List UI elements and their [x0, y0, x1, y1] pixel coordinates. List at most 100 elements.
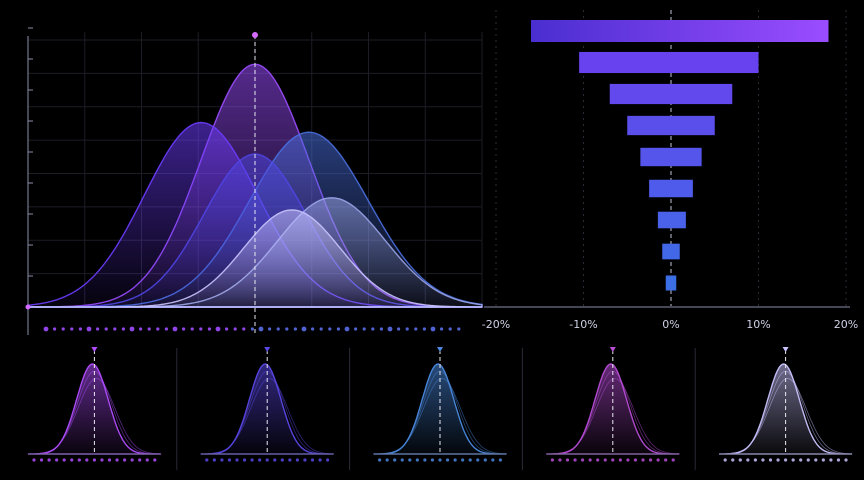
scale-dot [61, 327, 65, 331]
mini-scale-dot [836, 458, 841, 462]
mini-curve [546, 377, 680, 455]
mini-scale-dot [648, 458, 653, 462]
scale-dot [215, 326, 221, 332]
scale-dot [319, 327, 323, 331]
mini-scale-dot [32, 458, 36, 462]
mini-scale-dot [558, 458, 562, 462]
mini-scale-dot [123, 458, 127, 462]
scale-dot [250, 327, 254, 331]
scale-dot [182, 327, 186, 331]
mini-scale-dot [664, 458, 668, 462]
mini-scale-dot [130, 458, 134, 462]
mini-scale-dot [235, 458, 239, 462]
scale-dot [96, 327, 100, 331]
mini-scale-dot [491, 458, 495, 462]
scale-dot [276, 327, 280, 331]
scale-dot [397, 327, 401, 331]
mini-scale-dot [438, 458, 442, 462]
mini-scale-dot [47, 458, 51, 462]
mini-scale-dot [242, 458, 247, 462]
mini-scale-dot [784, 458, 788, 462]
mini-scale-dot [280, 458, 284, 462]
funnel-bar-5 [640, 147, 702, 167]
scale-dot [379, 327, 383, 331]
scale-dot [405, 327, 409, 331]
scale-dot [113, 327, 117, 331]
mini-scale-dot [220, 458, 224, 462]
mini-marker [782, 347, 789, 352]
scale-dot [422, 327, 426, 331]
funnel-bar-2 [579, 51, 759, 74]
reference-marker [252, 32, 258, 38]
mini-chart-2 [176, 347, 334, 470]
mini-chart-4 [521, 347, 680, 470]
mini-scale-dot [656, 458, 660, 462]
mini-scale-dot [250, 458, 254, 462]
mini-scale-dot [445, 458, 450, 462]
funnel-bar-7 [657, 211, 686, 229]
mini-scale-dot [626, 458, 630, 462]
mini-scale-dot [310, 458, 315, 462]
mini-scale-dot [415, 458, 419, 462]
scale-dot [156, 327, 160, 331]
mini-scale-dot [483, 458, 487, 462]
mini-marker [91, 347, 98, 352]
mini-scale-dot [799, 458, 803, 462]
scale-dot [104, 327, 108, 331]
mini-scale-dot [476, 458, 480, 462]
funnel-bar-4 [627, 115, 715, 136]
mini-scale-dot [844, 458, 848, 462]
x-tick-label: 0% [662, 318, 679, 331]
mini-marker [437, 347, 443, 352]
x-tick-label: -10% [569, 318, 597, 331]
scale-dot [258, 326, 264, 332]
scale-dot [362, 327, 366, 331]
mini-scale-dot [70, 458, 74, 462]
mini-scale-dot [153, 458, 157, 462]
scale-dot [293, 327, 297, 331]
scale-dot [121, 327, 125, 331]
scale-dot [268, 327, 272, 331]
mini-scale-dot [731, 458, 735, 462]
scale-dot [190, 327, 194, 331]
mini-scale-dot [461, 458, 465, 462]
scale-dot [43, 326, 49, 332]
scale-dot [301, 326, 307, 332]
mini-scale-dot [85, 458, 89, 462]
scale-dot [172, 326, 178, 332]
mini-scale-dot [753, 458, 758, 462]
scale-dot [78, 327, 82, 331]
mini-scale-dot [776, 458, 780, 462]
scale-dot [336, 327, 340, 331]
scale-dot [371, 327, 375, 331]
scale-dot [354, 327, 358, 331]
mini-scale-dot [768, 458, 773, 462]
scale-dot [387, 326, 393, 332]
series-6-curve [28, 209, 483, 308]
mini-scale-dot [573, 458, 577, 462]
scale-dot [70, 327, 74, 331]
mini-scale-dot [565, 458, 570, 462]
mini-scale-dot [212, 458, 216, 462]
x-tick-label: 10% [746, 318, 770, 331]
funnel-bar-1 [531, 20, 829, 42]
mini-scale-dot [408, 458, 412, 462]
funnel-bar-6 [649, 179, 693, 198]
mini-scale-dot [596, 458, 600, 462]
mini-scale-dot [603, 458, 607, 462]
scale-dot [344, 326, 350, 332]
mini-scale-dot [385, 458, 389, 462]
mini-scale-dot [633, 458, 638, 462]
mini-curve [200, 377, 334, 455]
funnel-bar-chart: -20% -10% 0% 10% 20% [482, 10, 858, 331]
mini-scale-dot [468, 458, 472, 462]
scale-dot [53, 327, 57, 331]
mini-scale-dot [393, 458, 397, 462]
mini-scale-dot [723, 458, 727, 462]
mini-scale-dot [205, 458, 209, 462]
mini-chart-3 [349, 347, 507, 470]
mini-scale-dot [641, 458, 645, 462]
mini-curve [718, 377, 853, 455]
mini-scale-dot [145, 458, 149, 462]
